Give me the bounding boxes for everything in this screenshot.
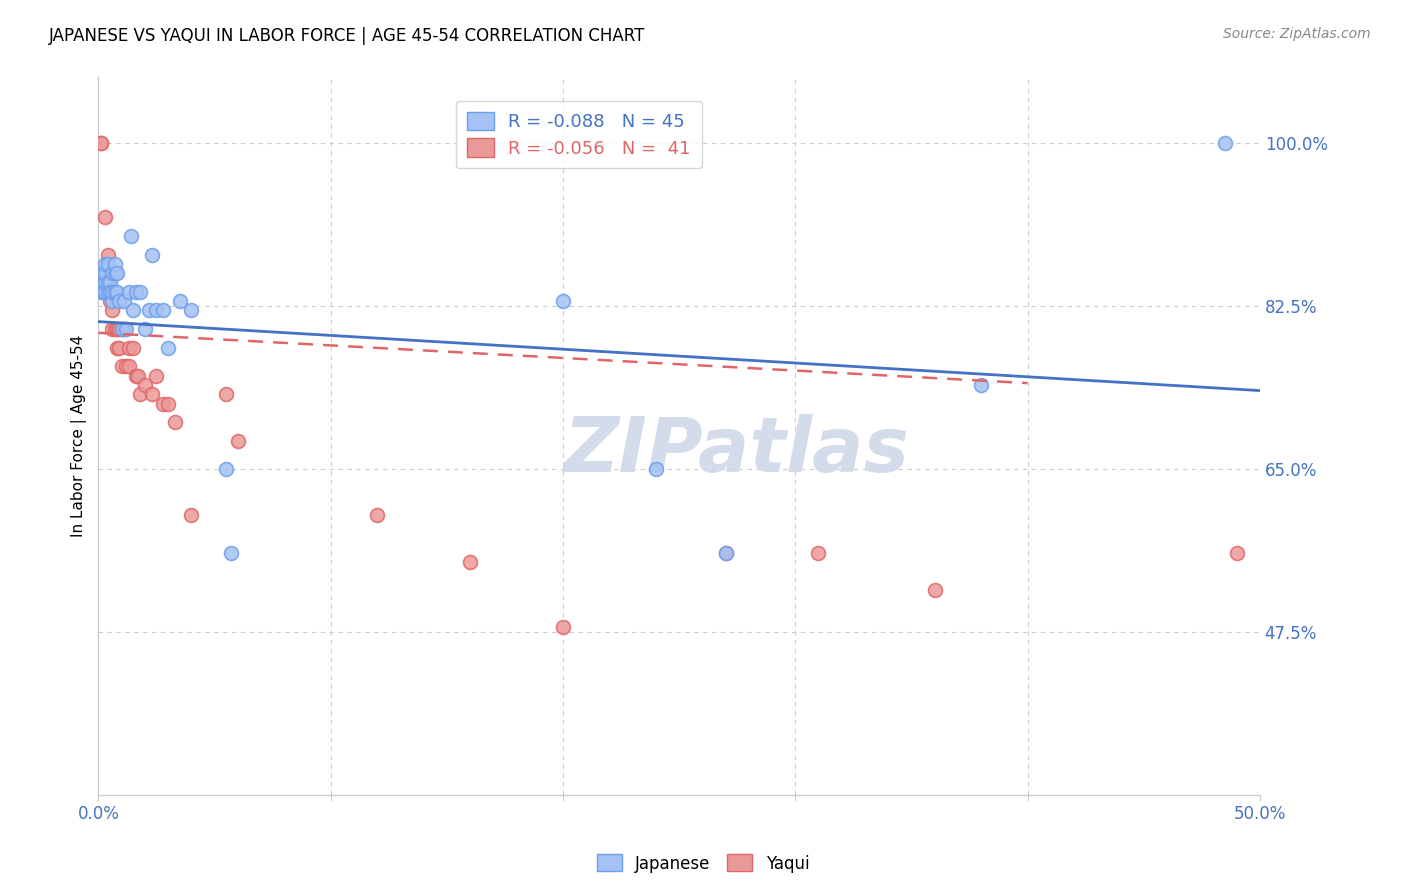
- Point: [94, 211, 117, 225]
- Point: [105, 322, 128, 336]
- Point: [180, 508, 202, 523]
- Text: JAPANESE VS YAQUI IN LABOR FORCE | AGE 45-54 CORRELATION CHART: JAPANESE VS YAQUI IN LABOR FORCE | AGE 4…: [49, 27, 645, 45]
- Point: [105, 285, 128, 299]
- Point: [145, 303, 167, 318]
- Point: [94, 257, 117, 271]
- Point: [714, 546, 737, 560]
- Point: [94, 266, 117, 280]
- Legend: Japanese, Yaqui: Japanese, Yaqui: [591, 847, 815, 880]
- Point: [163, 415, 186, 429]
- Point: [104, 266, 127, 280]
- Point: [141, 387, 163, 401]
- Point: [1213, 136, 1236, 150]
- Point: [91, 266, 114, 280]
- Point: [104, 322, 127, 336]
- Point: [101, 322, 124, 336]
- Point: [127, 368, 149, 383]
- Point: [90, 136, 112, 150]
- Point: [134, 322, 156, 336]
- Point: [90, 136, 112, 150]
- Point: [807, 546, 830, 560]
- Point: [226, 434, 249, 448]
- Point: [108, 294, 131, 309]
- Point: [141, 247, 163, 261]
- Point: [101, 285, 124, 299]
- Point: [110, 359, 132, 374]
- Point: [108, 341, 131, 355]
- Point: [215, 387, 238, 401]
- Point: [112, 322, 135, 336]
- Point: [108, 322, 131, 336]
- Point: [157, 397, 180, 411]
- Point: [124, 368, 146, 383]
- Point: [112, 294, 135, 309]
- Point: [157, 341, 180, 355]
- Point: [94, 285, 117, 299]
- Point: [458, 555, 481, 569]
- Point: [124, 285, 146, 299]
- Point: [129, 387, 152, 401]
- Point: [105, 341, 128, 355]
- Point: [104, 257, 127, 271]
- Point: [644, 462, 666, 476]
- Point: [94, 276, 117, 290]
- Point: [122, 303, 145, 318]
- Point: [90, 285, 112, 299]
- Point: [117, 285, 139, 299]
- Point: [91, 285, 114, 299]
- Point: [129, 285, 152, 299]
- Point: [970, 378, 993, 392]
- Point: [117, 341, 139, 355]
- Point: [120, 228, 142, 243]
- Point: [122, 341, 145, 355]
- Point: [714, 546, 737, 560]
- Y-axis label: In Labor Force | Age 45-54: In Labor Force | Age 45-54: [72, 335, 87, 537]
- Point: [152, 303, 174, 318]
- Point: [104, 285, 127, 299]
- Point: [117, 359, 139, 374]
- Point: [97, 247, 120, 261]
- Point: [115, 359, 138, 374]
- Point: [98, 294, 121, 309]
- Point: [98, 285, 121, 299]
- Point: [104, 285, 127, 299]
- Point: [110, 322, 132, 336]
- Point: [101, 294, 124, 309]
- Point: [215, 462, 238, 476]
- Point: [90, 276, 112, 290]
- Point: [134, 378, 156, 392]
- Point: [101, 303, 124, 318]
- Point: [138, 303, 160, 318]
- Point: [115, 322, 138, 336]
- Point: [98, 285, 121, 299]
- Point: [180, 303, 202, 318]
- Point: [145, 368, 167, 383]
- Point: [110, 322, 132, 336]
- Point: [551, 620, 574, 634]
- Point: [152, 397, 174, 411]
- Text: ZIPatlas: ZIPatlas: [564, 414, 910, 488]
- Point: [219, 546, 242, 560]
- Point: [97, 276, 120, 290]
- Point: [97, 285, 120, 299]
- Point: [366, 508, 388, 523]
- Point: [105, 266, 128, 280]
- Point: [169, 294, 191, 309]
- Point: [97, 285, 120, 299]
- Text: Source: ZipAtlas.com: Source: ZipAtlas.com: [1223, 27, 1371, 41]
- Point: [98, 276, 121, 290]
- Point: [551, 294, 574, 309]
- Point: [101, 266, 124, 280]
- Point: [924, 582, 946, 597]
- Legend: R = -0.088   N = 45, R = -0.056   N =  41: R = -0.088 N = 45, R = -0.056 N = 41: [456, 101, 702, 169]
- Point: [1226, 546, 1249, 560]
- Point: [97, 257, 120, 271]
